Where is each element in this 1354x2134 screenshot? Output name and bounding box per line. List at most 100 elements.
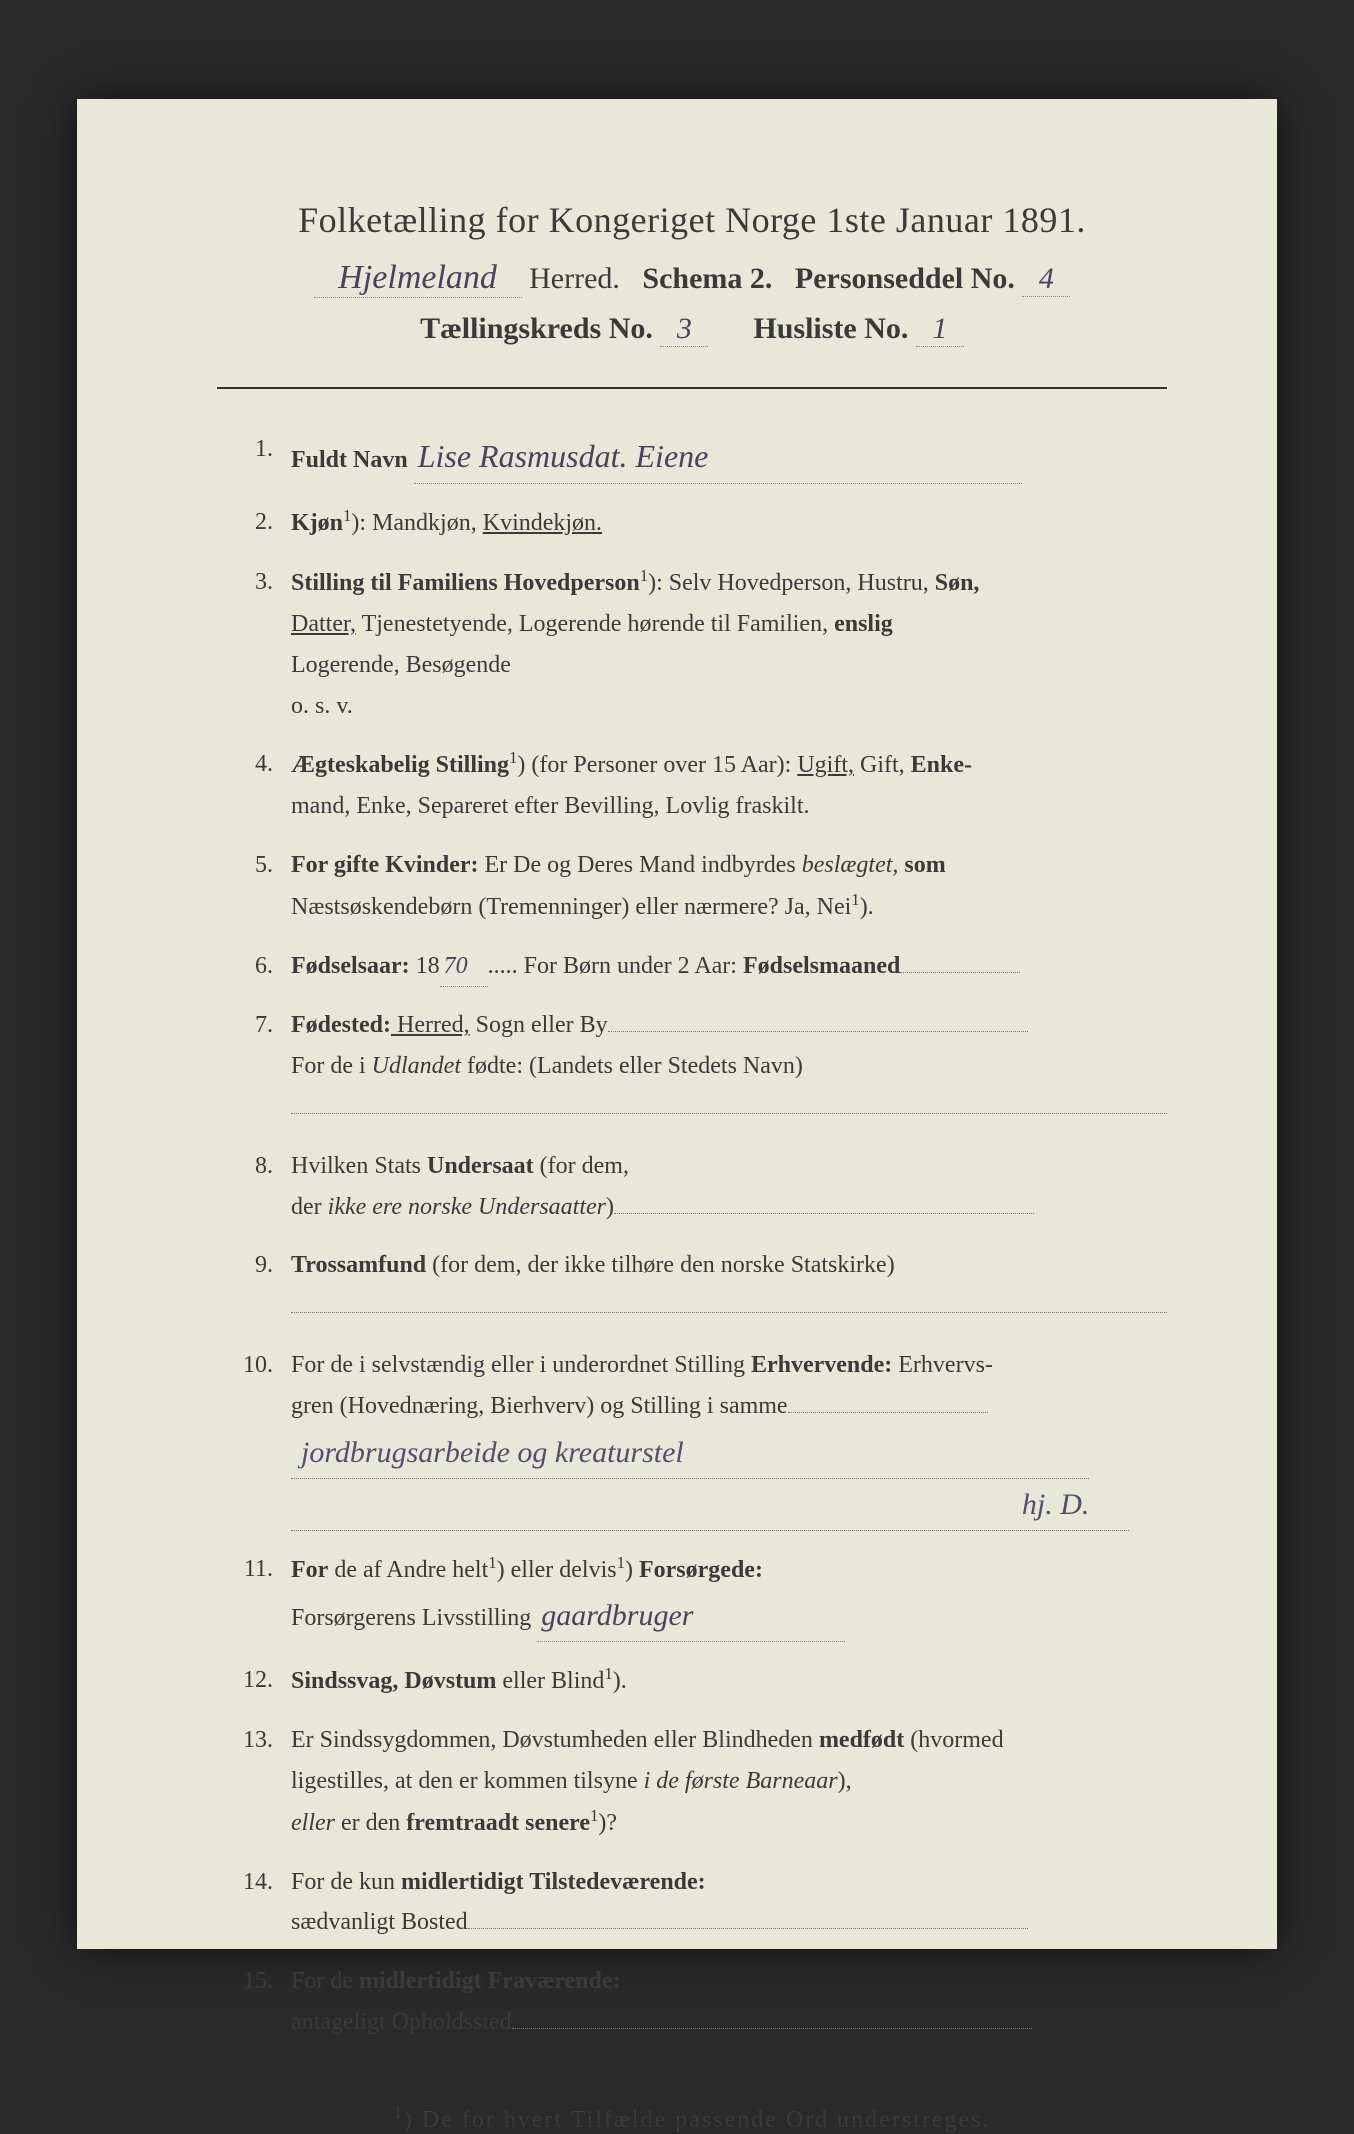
- underlined-option: Ugift,: [797, 752, 854, 778]
- text: Næstsøskendebørn (Tremenninger) eller næ…: [291, 894, 851, 920]
- husliste-no: 1: [916, 312, 964, 347]
- bold-text: Fødselsmaaned: [743, 953, 900, 979]
- item-body: Stilling til Familiens Hovedperson1): Se…: [291, 562, 1167, 726]
- item-body: For de i selvstændig eller i underordnet…: [291, 1345, 1167, 1531]
- item-body: For de af Andre helt1) eller delvis1) Fo…: [291, 1549, 1167, 1643]
- item-number: 1.: [217, 429, 291, 484]
- text: 18: [410, 953, 440, 979]
- item-1: 1. Fuldt Navn Lise Rasmusdat. Eiene: [217, 429, 1167, 484]
- field-label: midlertidigt Fraværende:: [359, 1968, 621, 1994]
- item-body: Kjøn1): Mandkjøn, Kvindekjøn.: [291, 502, 1167, 544]
- dotted-blank: [788, 1412, 988, 1413]
- item-number: 11.: [217, 1549, 291, 1643]
- text: Er De og Deres Mand indbyrdes: [479, 852, 802, 878]
- item-number: 8.: [217, 1146, 291, 1228]
- footnote-text: ) De for hvert Tilfælde passende Ord und…: [404, 2107, 991, 2133]
- field-label: midlertidigt Tilstedeværende:: [401, 1869, 706, 1895]
- form-items: 1. Fuldt Navn Lise Rasmusdat. Eiene 2. K…: [217, 429, 1167, 2043]
- field-label: Kjøn: [291, 510, 343, 536]
- text: (for dem,: [534, 1153, 629, 1179]
- herred-handwritten: Hjelmeland: [314, 259, 522, 298]
- fullname-handwritten: Lise Rasmusdat. Eiene: [414, 429, 1022, 484]
- bold-text: Enke-: [911, 752, 972, 778]
- dotted-blank: [900, 972, 1020, 973]
- item-3: 3. Stilling til Familiens Hovedperson1):…: [217, 562, 1167, 726]
- item-body: Sindssvag, Døvstum eller Blind1).: [291, 1660, 1167, 1702]
- bold-text: Søn,: [935, 570, 980, 596]
- item-9: 9. Trossamfund (for dem, der ikke tilhør…: [217, 1245, 1167, 1327]
- footnote: 1) De for hvert Tilfælde passende Ord un…: [217, 2103, 1167, 2134]
- bold-text: Forsørgede:: [639, 1557, 763, 1583]
- item-number: 3.: [217, 562, 291, 726]
- taellingskreds-no: 3: [660, 312, 708, 347]
- title-main: Folketælling for Kongeriget Norge 1ste J…: [217, 199, 1167, 241]
- item-12: 12. Sindssvag, Døvstum eller Blind1).: [217, 1660, 1167, 1702]
- item-body: Er Sindssygdommen, Døvstumheden eller Bl…: [291, 1720, 1167, 1843]
- field-label: Fødselsaar:: [291, 953, 410, 979]
- text: der: [291, 1194, 328, 1220]
- sup: 1: [640, 566, 648, 585]
- item-2: 2. Kjøn1): Mandkjøn, Kvindekjøn.: [217, 502, 1167, 544]
- dotted-blank-line: [291, 1288, 1167, 1313]
- item-13: 13. Er Sindssygdommen, Døvstumheden elle…: [217, 1720, 1167, 1843]
- item-body: Hvilken Stats Undersaat (for dem, der ik…: [291, 1146, 1167, 1228]
- text: For de i: [291, 1053, 372, 1079]
- text: fødte: (Landets eller Stedets Navn): [461, 1053, 803, 1079]
- field-label: medfødt: [819, 1727, 904, 1753]
- dotted-blank: [614, 1213, 1034, 1214]
- item-number: 12.: [217, 1660, 291, 1702]
- item-7: 7. Fødested: Herred, Sogn eller By For d…: [217, 1005, 1167, 1127]
- field-label: Fødested:: [291, 1012, 391, 1038]
- bold-text: enslig: [834, 611, 893, 637]
- schema-label: Schema 2.: [642, 262, 772, 295]
- item-body: Ægteskabelig Stilling1) (for Personer ov…: [291, 744, 1167, 827]
- underlined-option: Kvindekjøn.: [483, 510, 602, 536]
- bold-text: som: [898, 852, 945, 878]
- text: Logerende, Besøgende: [291, 652, 511, 678]
- bold-text: fremtraadt senere: [406, 1810, 590, 1836]
- field-label: Sindssvag, Døvstum: [291, 1668, 496, 1694]
- item-4: 4. Ægteskabelig Stilling1) (for Personer…: [217, 744, 1167, 827]
- text: Tjenestetyende, Logerende hørende til Fa…: [356, 611, 834, 637]
- item-14: 14. For de kun midlertidigt Tilstedevære…: [217, 1862, 1167, 1944]
- field-label: Ægteskabelig Stilling: [291, 752, 509, 778]
- personseddel-no: 4: [1022, 262, 1070, 297]
- item-body: For de kun midlertidigt Tilstedeværende:…: [291, 1862, 1167, 1944]
- text: ).: [613, 1668, 627, 1694]
- text: )?: [598, 1810, 617, 1836]
- text: ): [625, 1557, 639, 1583]
- field-label: For gifte Kvinder:: [291, 852, 479, 878]
- text: For de: [291, 1968, 359, 1994]
- italic-text: i de første Barneaar: [644, 1768, 838, 1794]
- item-body: Fuldt Navn Lise Rasmusdat. Eiene: [291, 429, 1167, 484]
- field-label: Trossamfund: [291, 1252, 426, 1278]
- underlined-option: Herred,: [391, 1012, 470, 1038]
- item-body: Fødselsaar: 1870..... For Børn under 2 A…: [291, 946, 1167, 988]
- field-label: Stilling til Familiens Hovedperson: [291, 570, 640, 596]
- sup: 1: [488, 1553, 496, 1572]
- text: ..... For Børn under 2 Aar:: [488, 953, 743, 979]
- item-number: 2.: [217, 502, 291, 544]
- field-label: Fuldt Navn: [291, 447, 408, 473]
- item-15: 15. For de midlertidigt Fraværende: anta…: [217, 1961, 1167, 2043]
- item-body: Trossamfund (for dem, der ikke tilhøre d…: [291, 1245, 1167, 1327]
- underlined-option: Datter,: [291, 611, 356, 637]
- text: Er Sindssygdommen, Døvstumheden eller Bl…: [291, 1727, 819, 1753]
- text: ),: [838, 1768, 852, 1794]
- field-label: Erhvervende:: [751, 1352, 892, 1378]
- text: Forsørgerens Livsstilling: [291, 1605, 531, 1631]
- text: de af Andre helt: [328, 1557, 488, 1583]
- text: sædvanligt Bosted: [291, 1909, 468, 1935]
- text: antageligt Opholdssted: [291, 2009, 512, 2035]
- text: Gift,: [854, 752, 911, 778]
- text: ) eller delvis: [497, 1557, 617, 1583]
- item-number: 15.: [217, 1961, 291, 2043]
- item-number: 7.: [217, 1005, 291, 1127]
- header-rule: [217, 387, 1167, 389]
- item-11: 11. For de af Andre helt1) eller delvis1…: [217, 1549, 1167, 1643]
- italic-text: eller: [291, 1810, 341, 1836]
- herred-label: Herred.: [529, 262, 620, 295]
- text: (for dem, der ikke tilhøre den norske St…: [426, 1252, 895, 1278]
- provider-handwritten: gaardbruger: [537, 1590, 845, 1642]
- text: Erhvervs-: [892, 1352, 993, 1378]
